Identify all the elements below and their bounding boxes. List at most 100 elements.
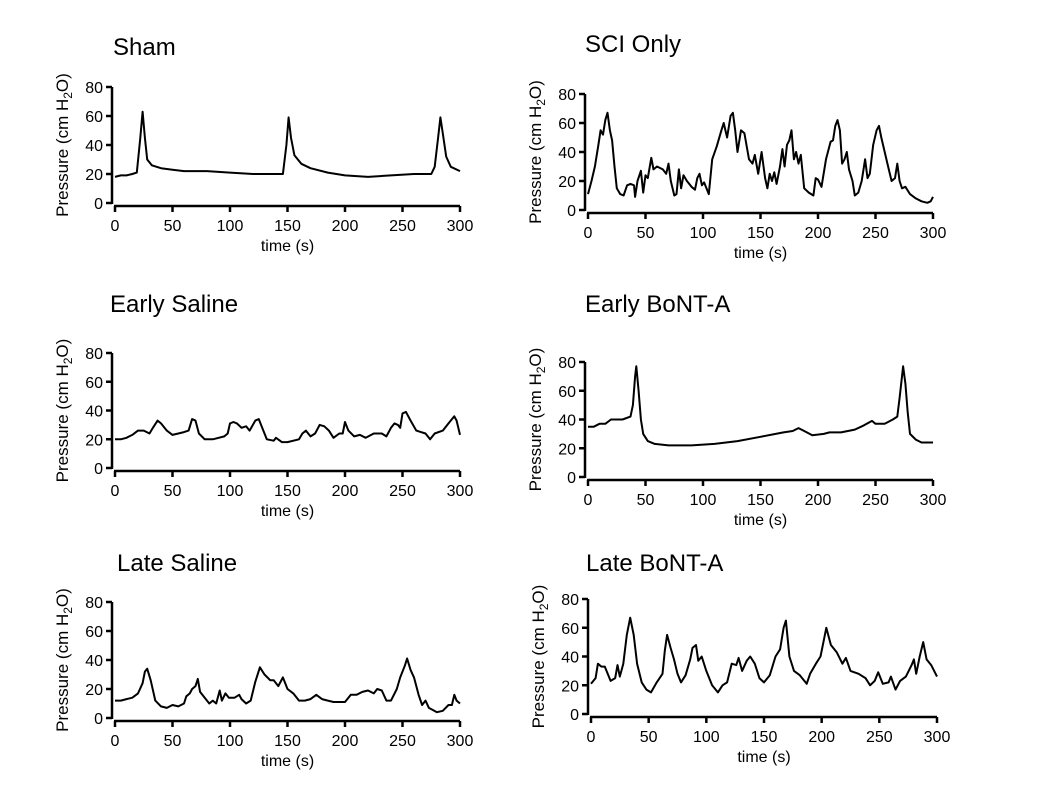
x-tick-label: 150 <box>274 218 301 235</box>
x-tick-label: 250 <box>389 483 416 500</box>
chart-panel-4: Early BoNT-A 0 20 40 60 80 0 50 100 150 200 250 300 t… <box>526 291 946 529</box>
x-tick-label: 300 <box>920 225 947 242</box>
x-tick-label: 250 <box>866 729 893 746</box>
y-axis-label-text: O) <box>526 348 545 367</box>
y-tick-label: 80 <box>558 87 576 104</box>
y-tick-label: 80 <box>558 355 576 372</box>
y-axis-label-subscript: 2 <box>534 99 548 106</box>
pressure-trace <box>115 657 461 714</box>
x-tick-label: 200 <box>332 483 359 500</box>
y-axis-label-text: Pressure (cm H <box>529 610 548 728</box>
x-tick-label: 200 <box>805 492 832 509</box>
chart-panel-3: Early Saline 0 20 40 60 80 0 50 100 150 200 250 300 t… <box>53 291 473 520</box>
y-tick-label: 40 <box>85 138 103 155</box>
y-tick-label: 40 <box>558 145 576 162</box>
y-tick-label: 0 <box>570 707 579 724</box>
y-tick-label: 40 <box>85 404 103 421</box>
chart-title: Early Saline <box>110 291 238 318</box>
x-tick-label: 0 <box>587 729 596 746</box>
y-tick-label: 40 <box>561 650 579 667</box>
chart-title: Late Saline <box>117 550 237 577</box>
y-axis-label: Pressure (cm H2O) <box>53 339 75 483</box>
y-axis-label-subscript: 2 <box>61 357 75 364</box>
x-axis-label: time (s) <box>261 503 314 520</box>
y-axis-label: Pressure (cm H2O) <box>526 80 548 224</box>
y-tick-label: 60 <box>558 384 576 401</box>
y-tick-label: 60 <box>561 621 579 638</box>
pressure-trace <box>114 110 461 178</box>
y-tick-label: 80 <box>85 346 103 363</box>
chart-panel-5: Late Saline 0 20 40 60 80 0 50 100 150 200 250 300 ti… <box>53 550 473 770</box>
y-tick-label: 40 <box>558 413 576 430</box>
x-tick-label: 200 <box>332 218 359 235</box>
x-tick-label: 100 <box>217 733 244 750</box>
y-tick-label: 0 <box>567 203 576 220</box>
y-axis-label-text: O) <box>53 73 72 92</box>
x-tick-label: 100 <box>217 218 244 235</box>
x-axis-label: time (s) <box>261 753 314 770</box>
y-axis-label-subscript: 2 <box>537 603 551 610</box>
y-axis-label-text: Pressure (cm H <box>53 364 72 482</box>
y-tick-label: 20 <box>85 167 103 184</box>
y-tick-label: 80 <box>561 592 579 609</box>
x-tick-label: 0 <box>111 483 120 500</box>
chart-panel-2: SCI Only 0 20 40 60 80 0 50 100 150 200 250 300 time … <box>526 31 946 262</box>
pressure-trace <box>587 111 934 204</box>
x-tick-label: 150 <box>747 492 774 509</box>
x-tick-label: 250 <box>862 492 889 509</box>
pressure-trace <box>588 365 933 447</box>
y-tick-label: 60 <box>558 116 576 133</box>
chart-title: Sham <box>113 34 176 61</box>
y-tick-label: 80 <box>85 80 103 97</box>
x-tick-label: 100 <box>693 729 720 746</box>
y-axis-label-text: O) <box>53 588 72 607</box>
x-axis-label: time (s) <box>737 749 790 766</box>
y-tick-label: 20 <box>85 682 103 699</box>
x-tick-label: 150 <box>274 733 301 750</box>
y-tick-label: 0 <box>94 711 103 728</box>
x-tick-label: 150 <box>751 729 778 746</box>
y-tick-label: 20 <box>558 441 576 458</box>
y-axis-label: Pressure (cm H2O) <box>529 585 551 729</box>
y-axis-label: Pressure (cm H2O) <box>53 588 75 732</box>
y-tick-label: 60 <box>85 109 103 126</box>
y-axis-label-text: O) <box>529 585 548 604</box>
x-tick-label: 50 <box>640 729 658 746</box>
chart-title: SCI Only <box>585 31 681 58</box>
y-tick-label: 80 <box>85 595 103 612</box>
pressure-trace <box>590 616 938 694</box>
x-tick-label: 300 <box>924 729 951 746</box>
y-axis-label-text: Pressure (cm H <box>526 106 545 224</box>
x-tick-label: 300 <box>447 483 474 500</box>
y-axis-label: Pressure (cm H2O) <box>53 73 75 217</box>
y-tick-label: 60 <box>85 624 103 641</box>
y-axis-label-subscript: 2 <box>61 607 75 614</box>
y-tick-label: 0 <box>94 196 103 213</box>
x-axis-label: time (s) <box>734 245 787 262</box>
x-tick-label: 150 <box>274 483 301 500</box>
y-axis-label-text: O) <box>53 339 72 358</box>
x-tick-label: 300 <box>920 492 947 509</box>
x-tick-label: 0 <box>584 492 593 509</box>
x-axis-label: time (s) <box>734 512 787 529</box>
x-tick-label: 100 <box>690 492 717 509</box>
x-tick-label: 150 <box>747 225 774 242</box>
x-tick-label: 300 <box>447 218 474 235</box>
x-tick-label: 0 <box>111 733 120 750</box>
x-tick-label: 250 <box>389 733 416 750</box>
chart-title: Early BoNT-A <box>585 291 730 318</box>
y-axis-label: Pressure (cm H2O) <box>526 348 548 492</box>
pressure-trace <box>115 410 461 444</box>
y-axis-label-subscript: 2 <box>61 92 75 99</box>
y-axis-label-subscript: 2 <box>534 366 548 373</box>
x-axis-label: time (s) <box>261 238 314 255</box>
y-tick-label: 20 <box>85 432 103 449</box>
y-tick-label: 0 <box>94 461 103 478</box>
x-tick-label: 250 <box>862 225 889 242</box>
x-tick-label: 100 <box>690 225 717 242</box>
chart-panel-1: Sham 0 20 40 60 80 0 50 100 150 200 250 300 time (s) P… <box>53 34 473 255</box>
x-tick-label: 300 <box>447 733 474 750</box>
x-tick-label: 200 <box>805 225 832 242</box>
y-tick-label: 0 <box>567 470 576 487</box>
